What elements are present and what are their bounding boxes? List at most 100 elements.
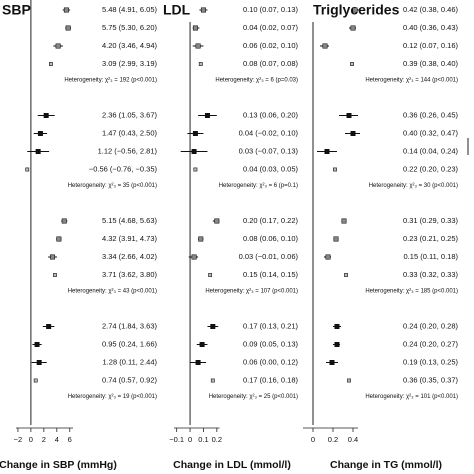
estimate-label: 0.17 (0.13, 0.21) <box>243 321 299 330</box>
x-axis-label: Change in LDL (mmol/l) <box>173 459 291 471</box>
point-estimate <box>325 254 331 260</box>
x-tick-label: 2 <box>42 435 46 444</box>
estimate-label: 3.34 (2.66, 4.02) <box>102 252 158 261</box>
heterogeneity-label: Heterogeneity: χ²₃ = 6 (p=0.1) <box>219 183 298 189</box>
estimate-label: 0.36 (0.26, 0.45) <box>403 110 459 119</box>
x-axis-label: Change in SBP (mmHg) <box>0 459 117 471</box>
x-tick-label: 0.2 <box>212 435 222 444</box>
estimate-label: 0.36 (0.35, 0.37) <box>403 375 459 384</box>
point-estimate <box>63 7 69 13</box>
x-tick-label: 0 <box>188 435 192 444</box>
estimate-label: 0.24 (0.20, 0.27) <box>403 339 459 348</box>
estimate-label: 0.40 (0.32, 0.47) <box>403 128 459 137</box>
estimate-label: 0.12 (0.07, 0.16) <box>403 41 459 50</box>
point-estimate <box>334 323 340 329</box>
point-estimate <box>199 341 205 347</box>
point-estimate <box>33 378 38 383</box>
x-tick-label: −2 <box>14 435 23 444</box>
point-estimate <box>347 378 351 383</box>
heterogeneity-label: Heterogeneity: χ²₃ = 185 (p<0.001) <box>365 289 458 295</box>
estimate-label: 0.04 (0.03, 0.05) <box>243 164 299 173</box>
point-estimate <box>37 131 43 137</box>
point-estimate <box>346 113 352 119</box>
heterogeneity-label: Heterogeneity: χ²₃ = 144 (p<0.001) <box>365 78 458 84</box>
estimate-label: 0.74 (0.57, 0.92) <box>102 375 158 384</box>
estimate-label: 0.14 (0.04, 0.24) <box>403 146 459 155</box>
point-estimate <box>192 25 198 31</box>
point-estimate <box>55 43 61 49</box>
point-estimate <box>198 62 203 66</box>
point-estimate <box>350 25 356 31</box>
point-estimate <box>192 131 198 137</box>
point-estimate <box>341 218 347 224</box>
x-axis-label: Change in TG (mmol/l) <box>330 459 442 471</box>
point-estimate <box>46 323 52 329</box>
estimate-label: 0.20 (0.17, 0.22) <box>243 216 299 225</box>
heterogeneity-label: Heterogeneity: χ²₃ = 30 (p<0.001) <box>369 183 458 189</box>
point-estimate <box>36 359 42 365</box>
estimate-label: 0.09 (0.05, 0.13) <box>243 339 299 348</box>
estimate-label: 0.31 (0.29, 0.33) <box>403 216 459 225</box>
estimate-label: 1.28 (0.11, 2.44) <box>103 357 158 366</box>
panel-title: LDL <box>163 2 191 18</box>
point-estimate <box>322 43 328 49</box>
point-estimate <box>195 359 201 365</box>
heterogeneity-label: Heterogeneity: χ²₃ = 35 (p<0.001) <box>68 183 157 189</box>
estimate-label: 3.09 (2.99, 3.19) <box>102 59 158 68</box>
estimate-label: 0.95 (0.24, 1.66) <box>102 339 158 348</box>
estimate-label: 5.15 (4.68, 5.63) <box>102 216 158 225</box>
estimate-label: 0.04 (−0.02, 0.10) <box>239 128 299 137</box>
x-tick-label: −0.1 <box>169 435 184 444</box>
point-estimate <box>53 273 57 277</box>
heterogeneity-label: Heterogeneity: χ²₃ = 192 (p<0.001) <box>64 78 157 84</box>
point-estimate <box>210 323 216 329</box>
estimate-label: 0.15 (0.11, 0.18) <box>404 252 459 261</box>
estimate-label: 0.15 (0.14, 0.15) <box>243 270 299 279</box>
point-estimate <box>61 218 67 224</box>
heterogeneity-label: Heterogeneity: χ²₃ = 43 (p<0.001) <box>68 289 157 295</box>
point-estimate <box>56 236 62 242</box>
estimate-label: 0.03 (−0.07, 0.13) <box>239 146 299 155</box>
estimate-label: −0.56 (−0.76, −0.35) <box>89 164 158 173</box>
estimate-label: 0.10 (0.07, 0.13) <box>243 5 299 14</box>
point-estimate <box>50 254 56 260</box>
point-estimate <box>208 273 213 277</box>
point-estimate <box>344 273 348 277</box>
point-estimate <box>191 254 197 260</box>
point-estimate <box>195 43 201 49</box>
estimate-label: 0.17 (0.16, 0.18) <box>243 375 299 384</box>
point-estimate <box>329 359 335 365</box>
estimate-label: 0.08 (0.06, 0.10) <box>243 234 299 243</box>
x-tick-label: 0.2 <box>328 435 338 444</box>
x-tick-label: 0 <box>311 435 315 444</box>
estimate-label: 0.19 (0.13, 0.25) <box>403 357 459 366</box>
estimate-label: 5.75 (5.30, 6.20) <box>102 23 158 32</box>
point-estimate <box>200 7 206 13</box>
estimate-label: 0.42 (0.38, 0.46) <box>403 5 459 14</box>
point-estimate <box>324 149 330 155</box>
estimate-label: 3.71 (3.62, 3.80) <box>102 270 158 279</box>
point-estimate <box>25 167 30 172</box>
point-estimate <box>191 149 197 155</box>
estimate-label: 1.12 (−0.56, 2.81) <box>98 146 158 155</box>
estimate-label: 0.39 (0.38, 0.40) <box>403 59 459 68</box>
estimate-label: 0.04 (0.02, 0.07) <box>243 23 299 32</box>
point-estimate <box>334 341 340 347</box>
estimate-label: 2.74 (1.84, 3.63) <box>102 321 158 330</box>
estimate-label: 0.23 (0.21, 0.25) <box>403 234 459 243</box>
estimate-label: 4.32 (3.91, 4.73) <box>102 234 158 243</box>
estimate-label: 0.06 (0.02, 0.10) <box>243 41 299 50</box>
point-estimate <box>210 378 215 383</box>
point-estimate <box>35 149 41 155</box>
point-estimate <box>43 113 49 119</box>
estimate-label: 1.47 (0.43, 2.50) <box>102 128 158 137</box>
x-tick-label: 0.1 <box>198 435 208 444</box>
heterogeneity-label: Heterogeneity: χ²₃ = 19 (p<0.001) <box>68 394 157 400</box>
point-estimate <box>350 62 354 66</box>
x-tick-label: 0.4 <box>348 435 358 444</box>
point-estimate <box>352 7 358 13</box>
heterogeneity-label: Heterogeneity: χ²₃ = 101 (p<0.001) <box>365 394 458 400</box>
estimate-label: 0.33 (0.32, 0.33) <box>403 270 459 279</box>
estimate-label: 0.24 (0.20, 0.28) <box>403 321 459 330</box>
point-estimate <box>34 341 40 347</box>
